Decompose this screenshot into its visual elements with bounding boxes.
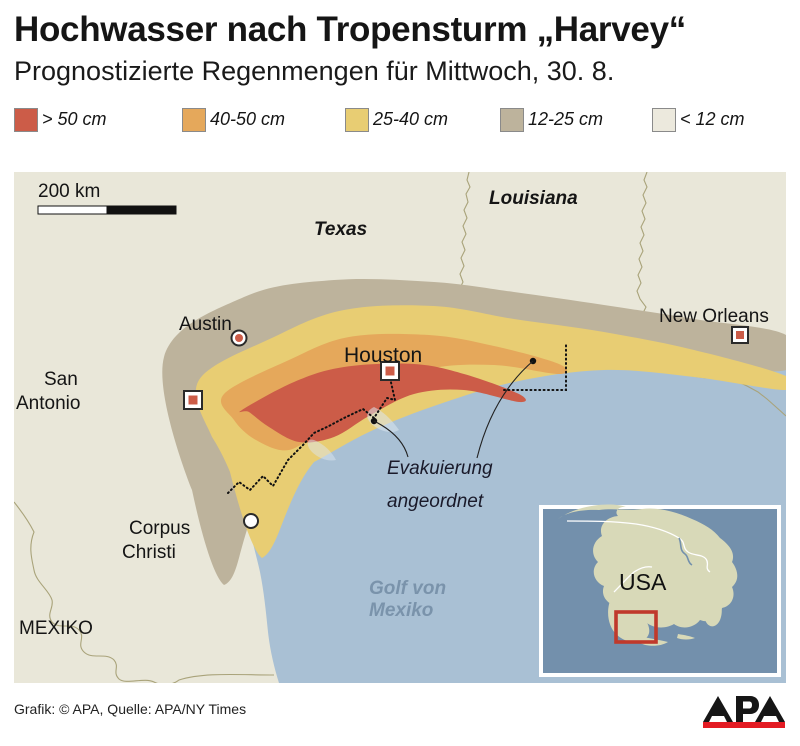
svg-text:Austin: Austin [179, 314, 232, 335]
svg-text:Texas: Texas [314, 219, 367, 240]
svg-text:New Orleans: New Orleans [659, 306, 769, 327]
svg-text:Golf von: Golf von [369, 578, 446, 599]
svg-text:MEXIKO: MEXIKO [19, 618, 93, 639]
svg-text:Louisiana: Louisiana [489, 188, 578, 209]
svg-text:San: San [44, 369, 78, 390]
svg-text:USA: USA [619, 569, 667, 595]
svg-text:angeordnet: angeordnet [387, 491, 484, 512]
svg-text:Evakuierung: Evakuierung [387, 458, 493, 479]
svg-text:Christi: Christi [122, 542, 176, 563]
svg-text:Mexiko: Mexiko [369, 600, 433, 621]
svg-text:Corpus: Corpus [129, 518, 190, 539]
svg-text:Antonio: Antonio [16, 393, 80, 414]
svg-text:Houston: Houston [344, 344, 422, 367]
svg-text:200 km: 200 km [38, 181, 100, 202]
